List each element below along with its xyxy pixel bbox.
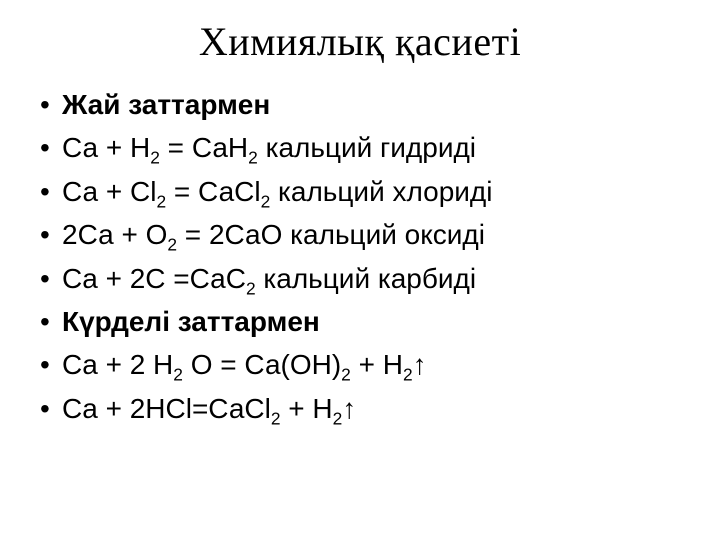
list-item: Жай заттармен [40, 83, 692, 126]
list-item: Са + Сl2 = СаСl2 кальций хлориді [40, 170, 692, 213]
list-item-text: Ca + 2HCl=СаСl2 + Н2↑ [62, 393, 356, 424]
bullet-list: Жай заттармен Са + Н2 = СаН2 кальций гид… [28, 83, 692, 430]
list-item: Ca + 2C =СаС2 кальций карбиді [40, 257, 692, 300]
list-item-text: Жай заттармен [62, 89, 270, 120]
list-item: Ca + 2 Н2 О = Са(ОН)2 + Н2↑ [40, 343, 692, 386]
list-item: Са + Н2 = СаН2 кальций гидриді [40, 126, 692, 169]
slide: Химиялық қасиеті Жай заттармен Са + Н2 =… [0, 0, 720, 540]
list-item-text: Са + Сl2 = СаСl2 кальций хлориді [62, 176, 493, 207]
list-item-text: 2Са + О2 = 2СаО кальций оксиді [62, 219, 485, 250]
list-item: 2Са + О2 = 2СаО кальций оксиді [40, 213, 692, 256]
list-item-text: Күрделі заттармен [62, 306, 320, 337]
list-item: Ca + 2HCl=СаСl2 + Н2↑ [40, 387, 692, 430]
list-item-text: Ca + 2C =СаС2 кальций карбиді [62, 263, 476, 294]
list-item-text: Са + Н2 = СаН2 кальций гидриді [62, 132, 476, 163]
list-item-text: Ca + 2 Н2 О = Са(ОН)2 + Н2↑ [62, 349, 427, 380]
slide-title: Химиялық қасиеті [28, 18, 692, 65]
list-item: Күрделі заттармен [40, 300, 692, 343]
